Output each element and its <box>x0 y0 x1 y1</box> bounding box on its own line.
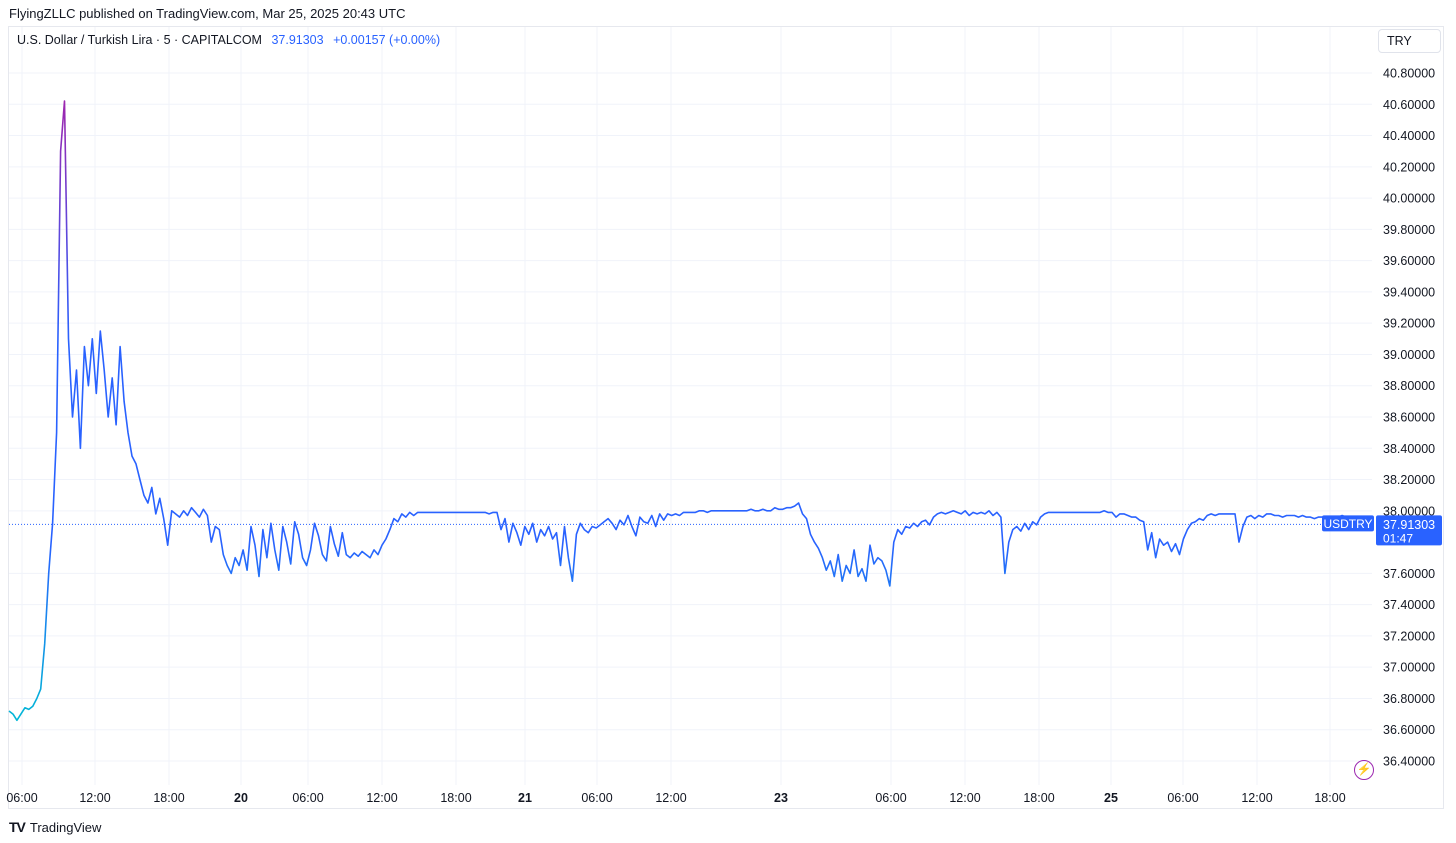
x-tick-label: 18:00 <box>153 791 184 805</box>
ticker-tag <box>1322 515 1374 532</box>
y-tick-label: 38.60000 <box>1383 411 1435 425</box>
legend-last-value: 37.91303 <box>271 33 324 47</box>
y-tick-label: 37.20000 <box>1383 629 1435 643</box>
x-tick-label: 18:00 <box>440 791 471 805</box>
ticker-tag-label: USDTRY <box>1323 517 1372 531</box>
price-tag <box>1376 515 1442 546</box>
y-tick-label: 40.00000 <box>1383 192 1435 206</box>
y-tick-label: 37.60000 <box>1383 567 1435 581</box>
y-tick-label: 39.20000 <box>1383 317 1435 331</box>
x-tick-label: 12:00 <box>79 791 110 805</box>
currency-selector[interactable]: TRY <box>1378 29 1441 53</box>
x-tick-label: 21 <box>518 791 532 805</box>
publisher-caption: FlyingZLLC published on TradingView.com,… <box>9 6 406 21</box>
x-tick-label: 12:00 <box>366 791 397 805</box>
x-tick-label: 06:00 <box>1167 791 1198 805</box>
x-tick-label: 06:00 <box>292 791 323 805</box>
y-tick-label: 40.80000 <box>1383 67 1435 81</box>
lightning-icon[interactable]: ⚡ <box>1354 760 1374 780</box>
x-tick-label: 12:00 <box>655 791 686 805</box>
y-tick-label: 39.00000 <box>1383 348 1435 362</box>
price-series-line <box>8 100 1359 722</box>
x-tick-label: 18:00 <box>1314 791 1345 805</box>
y-tick-label: 37.40000 <box>1383 598 1435 612</box>
symbol-name[interactable]: U.S. Dollar / Turkish Lira · 5 · CAPITAL… <box>17 33 262 47</box>
y-tick-label: 38.80000 <box>1383 379 1435 393</box>
tradingview-logo-icon: TV <box>9 819 26 835</box>
y-tick-label: 36.40000 <box>1383 755 1435 769</box>
y-tick-label: 40.40000 <box>1383 129 1435 143</box>
y-tick-label: 40.20000 <box>1383 160 1435 174</box>
y-tick-label: 39.40000 <box>1383 285 1435 299</box>
y-tick-label: 39.80000 <box>1383 223 1435 237</box>
legend-change: +0.00157 (+0.00%) <box>333 33 441 47</box>
x-tick-label: 12:00 <box>949 791 980 805</box>
y-tick-label: 40.60000 <box>1383 98 1435 112</box>
chart-frame <box>8 26 1444 809</box>
y-tick-label: 38.20000 <box>1383 473 1435 487</box>
y-tick-label: 38.00000 <box>1383 504 1435 518</box>
x-tick-label: 12:00 <box>1241 791 1272 805</box>
y-tick-label: 38.40000 <box>1383 442 1435 456</box>
tradingview-logo[interactable]: TV TradingView <box>9 819 101 835</box>
x-tick-label: 23 <box>774 791 788 805</box>
y-tick-label: 37.00000 <box>1383 661 1435 675</box>
x-tick-label: 06:00 <box>875 791 906 805</box>
x-tick-label: 06:00 <box>581 791 612 805</box>
x-tick-label: 20 <box>234 791 248 805</box>
x-tick-label: 18:00 <box>1023 791 1054 805</box>
symbol-legend: U.S. Dollar / Turkish Lira · 5 · CAPITAL… <box>17 33 440 47</box>
tradingview-brand: TradingView <box>29 819 102 835</box>
y-tick-label: 39.60000 <box>1383 254 1435 268</box>
y-tick-label: 36.80000 <box>1383 692 1435 706</box>
price-tag-countdown: 01:47 <box>1383 531 1413 545</box>
price-tag-value: 37.91303 <box>1383 518 1435 532</box>
x-tick-label: 06:00 <box>6 791 37 805</box>
x-tick-label: 25 <box>1104 791 1118 805</box>
y-tick-label: 36.60000 <box>1383 723 1435 737</box>
